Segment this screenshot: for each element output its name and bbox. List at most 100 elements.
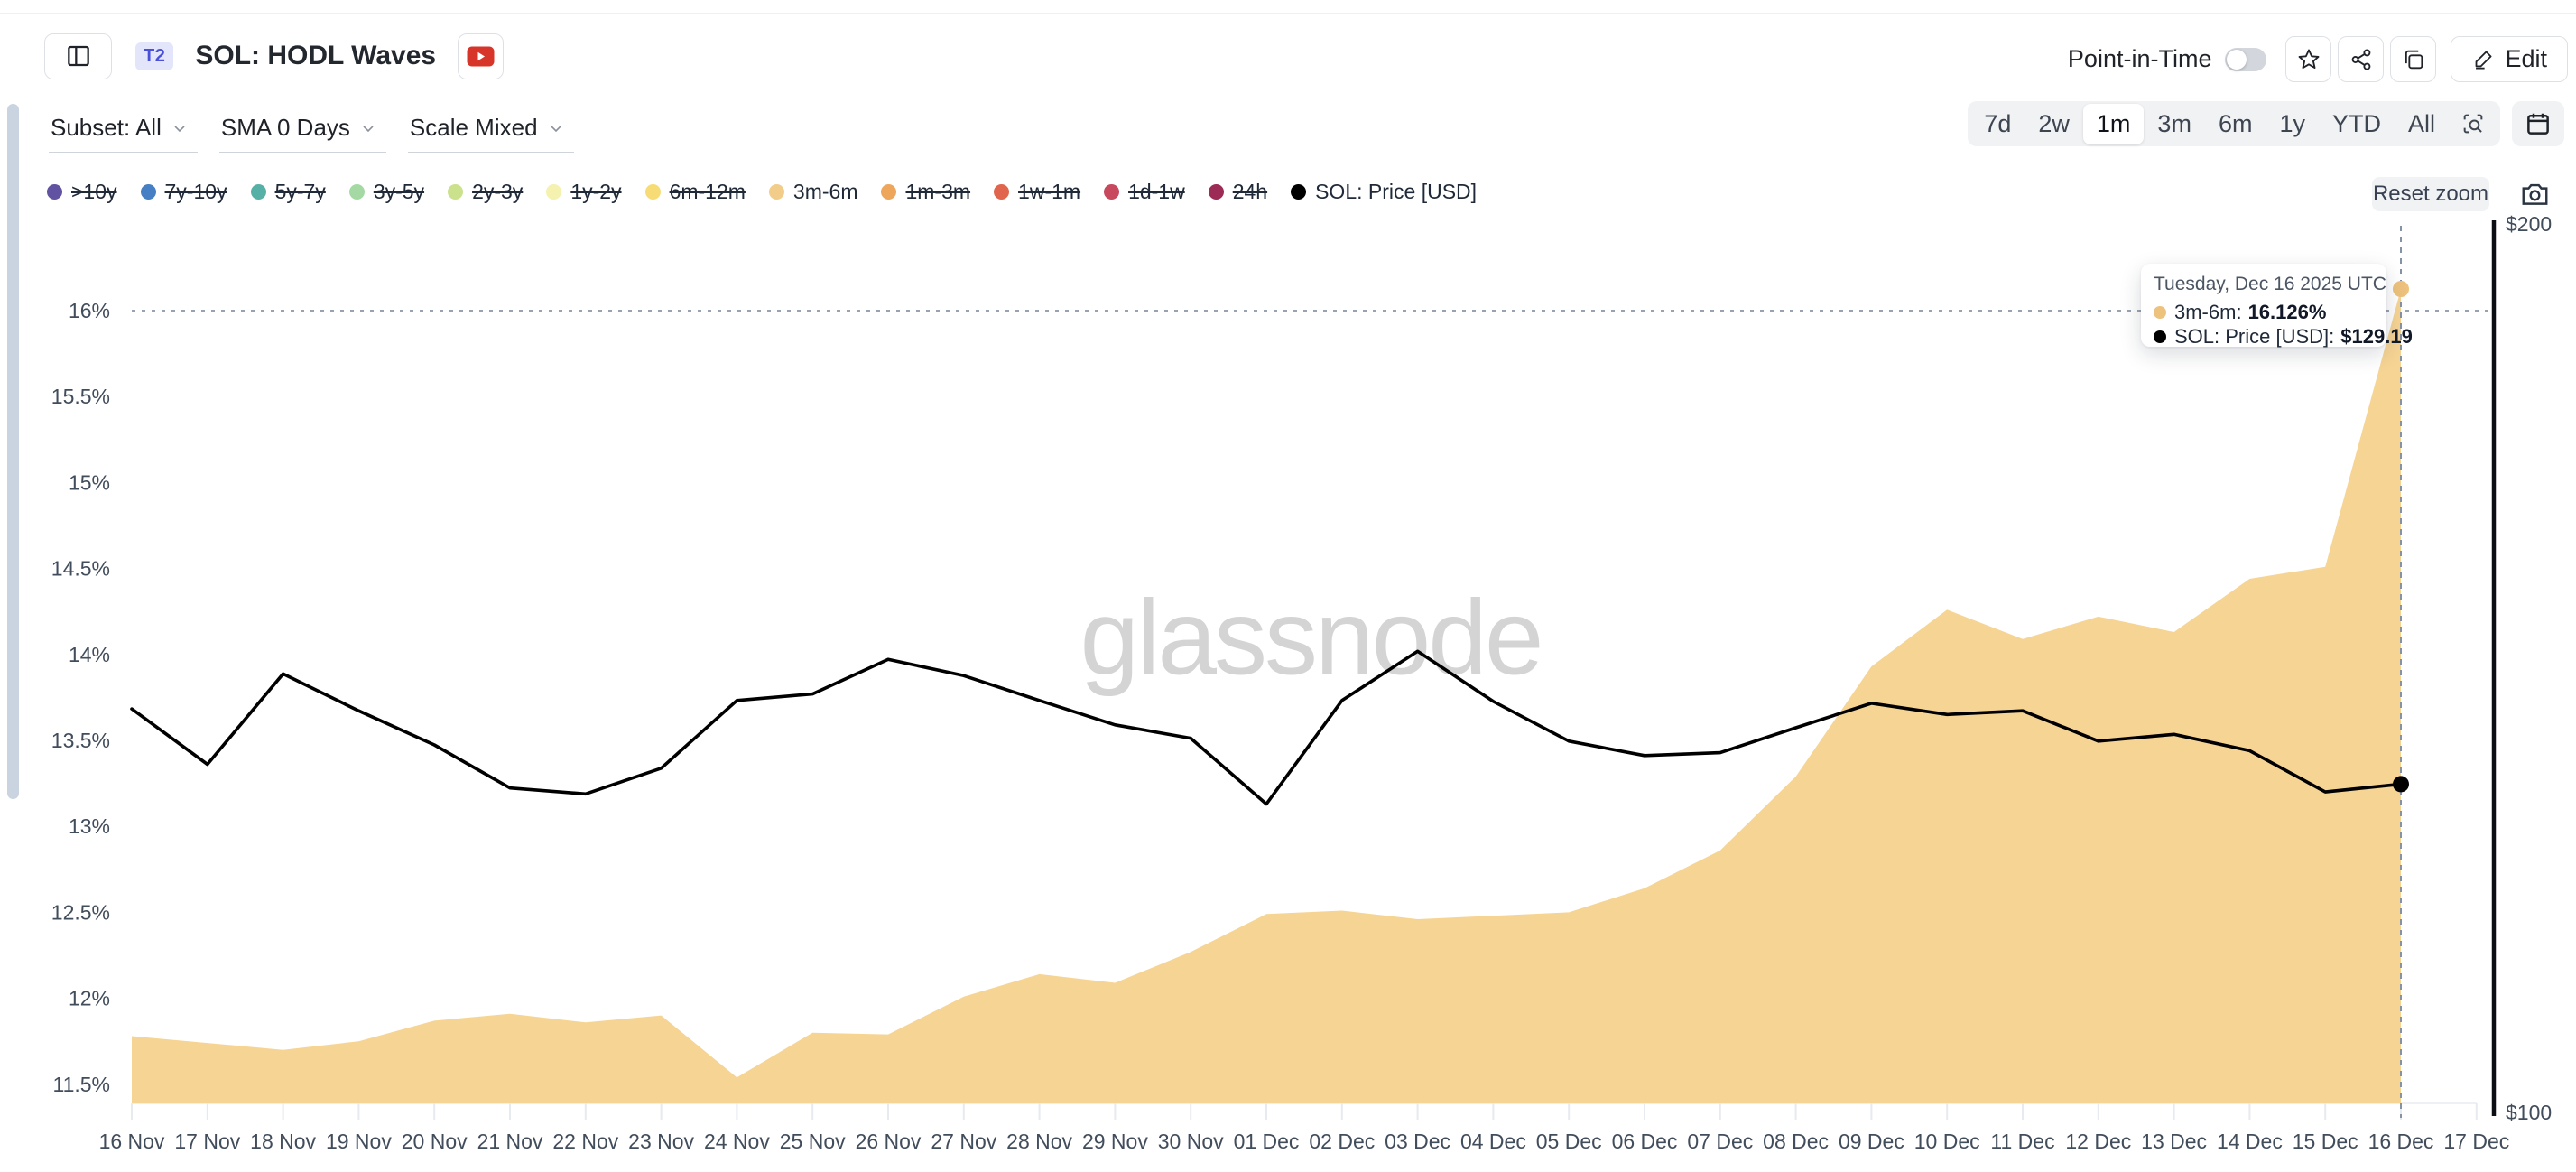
x-axis-label: 05 Dec bbox=[1536, 1130, 1602, 1153]
tooltip-series-label: SOL: Price [USD]: bbox=[2174, 324, 2335, 348]
edit-button[interactable]: Edit bbox=[2451, 36, 2568, 82]
legend-dot bbox=[1208, 183, 1224, 200]
subset-dropdown[interactable]: Subset: All bbox=[49, 114, 198, 153]
x-axis-label: 29 Nov bbox=[1082, 1130, 1148, 1153]
subset-dropdown-label: Subset: All bbox=[51, 114, 162, 141]
favorite-button[interactable] bbox=[2285, 36, 2332, 82]
x-axis-label: 16 Nov bbox=[99, 1130, 165, 1153]
x-axis-label: 19 Nov bbox=[326, 1130, 392, 1153]
share-button[interactable] bbox=[2338, 36, 2385, 82]
sma-dropdown[interactable]: SMA 0 Days bbox=[218, 114, 386, 153]
range-button-ytd[interactable]: YTD bbox=[2331, 109, 2381, 137]
legend-item--10y[interactable]: >10y bbox=[47, 180, 117, 204]
point-in-time-toggle[interactable] bbox=[2225, 47, 2267, 71]
tooltip-series-value: $129.19 bbox=[2340, 324, 2413, 348]
legend-item-3y-5y[interactable]: 3y-5y bbox=[348, 179, 425, 204]
legend-item-7y-10y[interactable]: 7y-10y bbox=[140, 179, 227, 204]
calendar-icon bbox=[2525, 110, 2552, 137]
x-axis-label: 20 Nov bbox=[402, 1130, 468, 1153]
chevron-down-icon bbox=[359, 119, 377, 137]
legend-dot bbox=[1291, 183, 1307, 200]
legend-item-sol-price-usd-[interactable]: SOL: Price [USD] bbox=[1291, 180, 1477, 204]
area-endpoint-marker bbox=[2393, 281, 2409, 298]
x-axis-label: 30 Nov bbox=[1158, 1130, 1224, 1153]
time-range-group: 7d 2w 1m 3m 6m 1y YTD All bbox=[1968, 101, 2500, 146]
video-tutorial-button[interactable] bbox=[458, 33, 505, 79]
legend-item-2y-3y[interactable]: 2y-3y bbox=[448, 180, 523, 204]
x-axis-label: 04 Dec bbox=[1460, 1130, 1526, 1153]
legend-item-1d-1w[interactable]: 1d-1w bbox=[1104, 180, 1185, 204]
legend-label: 1y-2y bbox=[570, 179, 622, 203]
range-button-1m[interactable]: 1m bbox=[2082, 103, 2145, 144]
price-axis-label: $100 bbox=[2506, 1101, 2552, 1124]
range-button-6m[interactable]: 6m bbox=[2218, 109, 2253, 137]
legend-item-1y-2y[interactable]: 1y-2y bbox=[546, 179, 622, 204]
legend-label: 5y-7y bbox=[274, 179, 326, 203]
chevron-down-icon bbox=[547, 119, 565, 137]
legend-dot bbox=[994, 183, 1010, 200]
tooltip-row: 3m-6m: 16.126% bbox=[2154, 300, 2374, 324]
tooltip-rows: 3m-6m: 16.126% SOL: Price [USD]: $129.19 bbox=[2154, 300, 2413, 349]
reset-zoom-button[interactable]: Reset zoom bbox=[2372, 177, 2489, 211]
tooltip-date: Tuesday, Dec 16 2025 UTC bbox=[2154, 274, 2386, 294]
y-axis-label: 16% bbox=[69, 299, 110, 322]
scale-dropdown[interactable]: Scale Mixed bbox=[407, 114, 574, 153]
copy-icon bbox=[2401, 47, 2426, 72]
legend-label: 7y-10y bbox=[164, 179, 227, 203]
price-endpoint-marker bbox=[2393, 776, 2409, 793]
y-axis-label: 12% bbox=[69, 987, 110, 1010]
date-picker-button[interactable] bbox=[2512, 101, 2564, 146]
x-axis-label: 21 Nov bbox=[477, 1130, 543, 1153]
screenshot-button[interactable] bbox=[2518, 179, 2552, 209]
range-button-all[interactable]: All bbox=[2407, 109, 2435, 137]
x-axis-label: 11 Dec bbox=[1990, 1130, 2054, 1153]
legend-item-3m-6m[interactable]: 3m-6m bbox=[768, 179, 858, 204]
legend-item-1w-1m[interactable]: 1w-1m bbox=[994, 180, 1080, 204]
legend-item-1m-3m[interactable]: 1m-3m bbox=[881, 180, 970, 204]
edit-label: Edit bbox=[2505, 45, 2547, 72]
range-button-2w[interactable]: 2w bbox=[2038, 109, 2070, 137]
x-axis-label: 13 Dec bbox=[2141, 1130, 2207, 1153]
range-button-1y[interactable]: 1y bbox=[2279, 109, 2305, 137]
legend-label: 3m-6m bbox=[792, 179, 858, 203]
price-axis-label: $200 bbox=[2506, 212, 2552, 236]
legend-dot bbox=[768, 183, 784, 200]
copy-button[interactable] bbox=[2390, 36, 2437, 82]
sidebar-scrollbar[interactable] bbox=[7, 104, 19, 799]
x-axis-label: 02 Dec bbox=[1309, 1130, 1375, 1153]
x-axis-label: 08 Dec bbox=[1763, 1130, 1829, 1153]
tier-badge: T2 bbox=[135, 42, 174, 70]
legend-dot bbox=[448, 183, 464, 200]
x-axis-label: 06 Dec bbox=[1612, 1130, 1678, 1153]
chart-tooltip: Tuesday, Dec 16 2025 UTC 3m-6m: 16.126% SO… bbox=[2141, 264, 2413, 349]
x-axis-label: 24 Nov bbox=[704, 1130, 770, 1153]
legend-label: 24h bbox=[1232, 179, 1268, 203]
x-axis-label: 26 Nov bbox=[856, 1130, 922, 1153]
legend-dot bbox=[546, 183, 562, 200]
x-axis-label: 23 Nov bbox=[628, 1130, 694, 1153]
pencil-icon bbox=[2471, 47, 2496, 71]
legend-item-5y-7y[interactable]: 5y-7y bbox=[250, 179, 326, 204]
x-axis-label: 18 Nov bbox=[250, 1130, 316, 1153]
series-legend: >10y 7y-10y 5y-7y 3y-5y 2y-3y 1y-2y 6m-12m 3m-6… bbox=[47, 177, 1500, 206]
toggle-sidebar-button[interactable] bbox=[44, 33, 112, 79]
header-left: T2 SOL: HODL Waves bbox=[44, 33, 505, 79]
header-right: Point-in-Time bbox=[2068, 36, 2568, 82]
legend-label: 3y-5y bbox=[373, 179, 425, 203]
x-axis-label: 14 Dec bbox=[2217, 1130, 2283, 1153]
x-axis-label: 16 Dec bbox=[2368, 1130, 2434, 1153]
legend-dot bbox=[881, 183, 897, 200]
x-axis-label: 28 Nov bbox=[1006, 1130, 1072, 1153]
y-axis-label: 13% bbox=[69, 814, 110, 838]
x-axis-label: 17 Nov bbox=[174, 1130, 240, 1153]
x-axis-label: 25 Nov bbox=[780, 1130, 846, 1153]
legend-dot bbox=[140, 183, 156, 200]
range-button-7d[interactable]: 7d bbox=[1984, 109, 2012, 137]
camera-icon bbox=[2518, 179, 2552, 209]
legend-item-24h[interactable]: 24h bbox=[1208, 179, 1268, 204]
legend-item-6m-12m[interactable]: 6m-12m bbox=[644, 180, 746, 204]
range-button-3m[interactable]: 3m bbox=[2157, 109, 2191, 137]
zoom-area-icon[interactable] bbox=[2449, 111, 2497, 136]
toggle-knob bbox=[2227, 49, 2247, 70]
x-axis-label: 03 Dec bbox=[1385, 1130, 1450, 1153]
